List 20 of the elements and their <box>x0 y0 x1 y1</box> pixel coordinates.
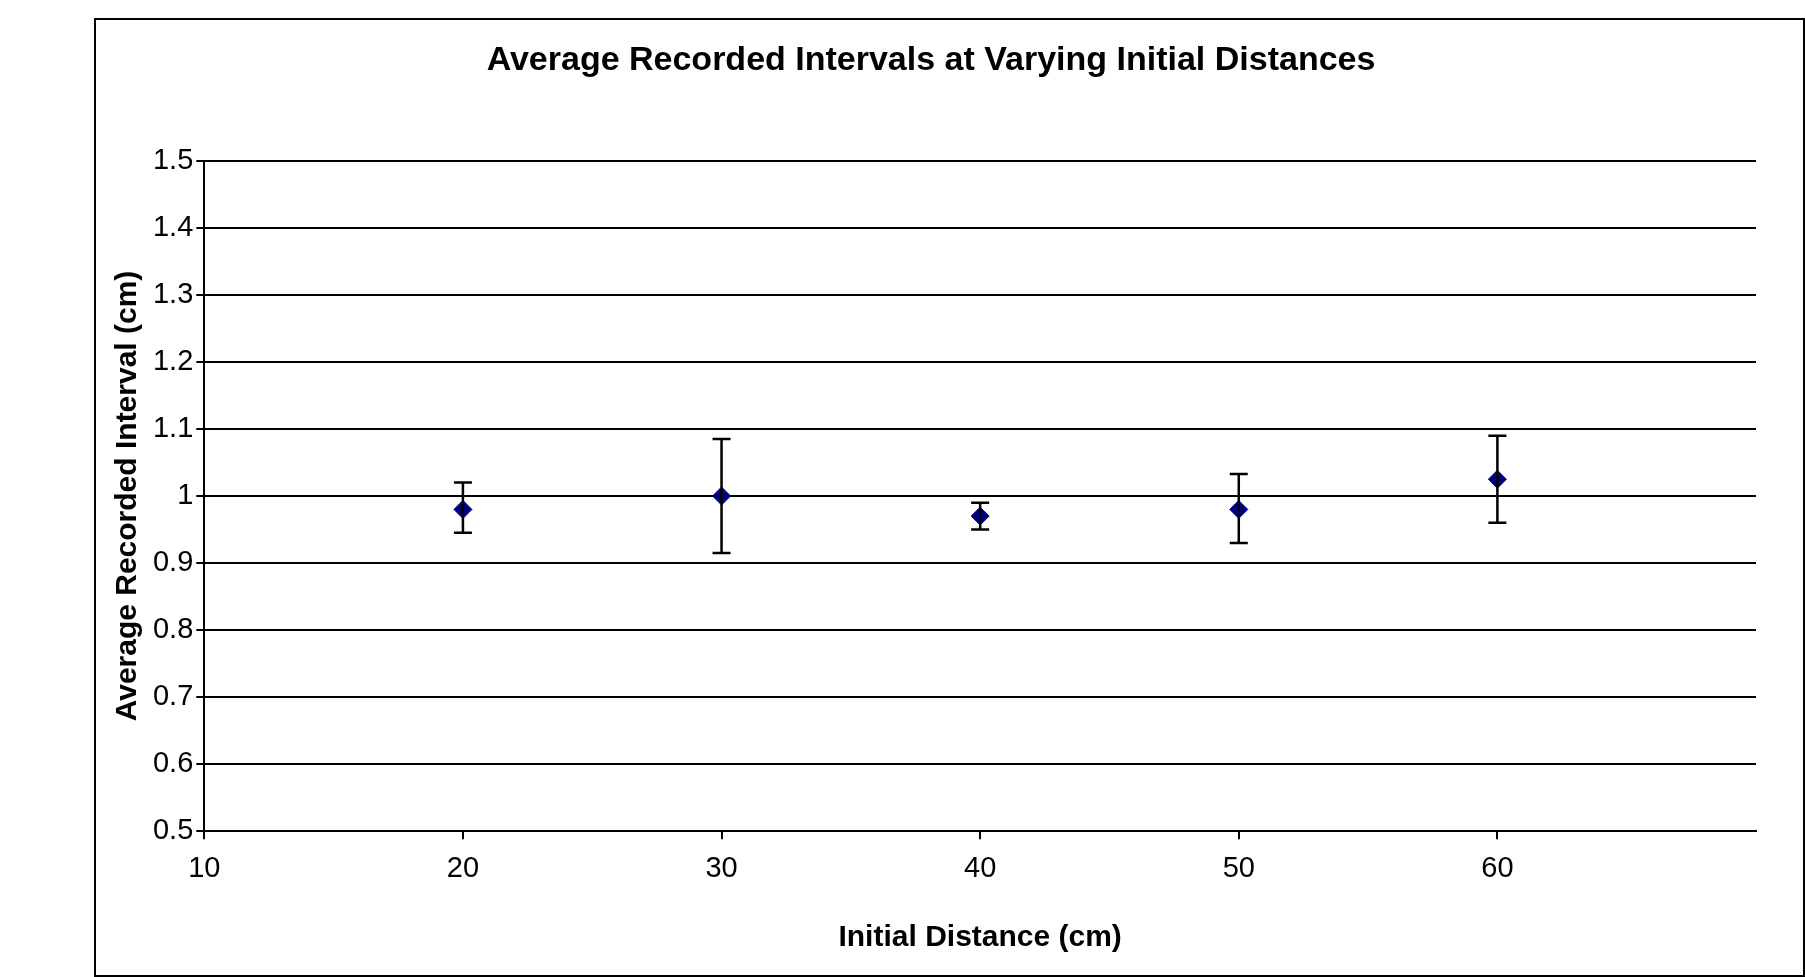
y-tick-label: 0.5 <box>152 813 194 846</box>
x-tick-label: 30 <box>705 850 738 883</box>
x-tick-label: 50 <box>1222 850 1255 883</box>
x-axis-title: Initial Distance (cm) <box>838 919 1122 953</box>
x-tick-label: 10 <box>188 850 221 883</box>
y-tick-label: 1 <box>177 478 194 510</box>
y-axis-title: Average Recorded Interval (cm) <box>109 270 143 722</box>
y-tick-label: 0.9 <box>152 545 194 578</box>
chart-title: Average Recorded Intervals at Varying Initial Distances <box>486 38 1376 77</box>
y-tick-label: 1.1 <box>152 410 194 443</box>
y-tick-label: 0.7 <box>152 679 194 712</box>
x-tick-label: 20 <box>446 850 480 883</box>
x-tick-label: 60 <box>1481 850 1514 883</box>
y-tick-label: 1.5 <box>152 142 194 175</box>
y-tick-label: 0.8 <box>152 612 194 645</box>
x-tick-label: 40 <box>964 850 997 883</box>
y-tick-label: 1.3 <box>152 276 194 309</box>
y-tick-label: 1.2 <box>152 343 194 376</box>
y-tick-label: 1.4 <box>152 209 194 242</box>
y-tick-label: 0.6 <box>152 746 194 779</box>
